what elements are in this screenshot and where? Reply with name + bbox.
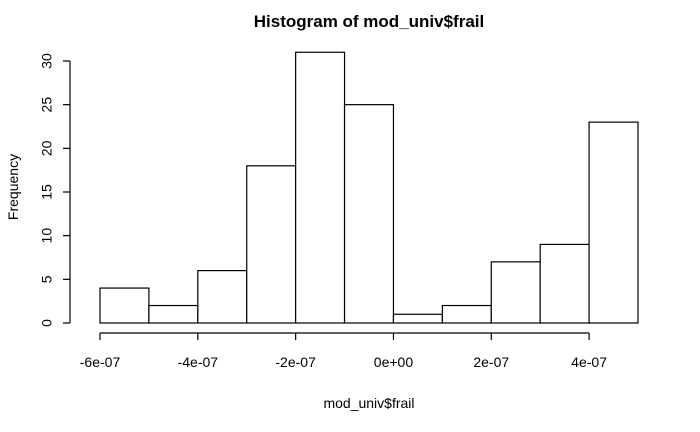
x-tick-label: -4e-07 (178, 354, 219, 370)
x-tick-label: -6e-07 (80, 354, 121, 370)
histogram-bar-2 (148, 304, 199, 324)
histogram-bar-9 (490, 261, 541, 324)
x-axis: -6e-07 -4e-07 -2e-07 0e+00 2e-07 4e-07 (80, 332, 607, 370)
histogram-bar-6 (343, 104, 395, 324)
x-tick-label: 2e-07 (473, 354, 509, 370)
y-tick-label: 0 (39, 319, 55, 327)
histogram-bar-7 (392, 313, 443, 324)
histogram-bar-5 (295, 51, 346, 324)
y-tick-label: 5 (39, 275, 55, 283)
histogram-bar-4 (246, 165, 297, 324)
histogram-bar-11 (588, 121, 639, 324)
x-tick-label: 4e-07 (571, 354, 607, 370)
y-tick-label: 20 (39, 140, 55, 156)
x-axis-label: mod_univ$frail (323, 395, 414, 411)
y-axis-label: Frequency (5, 154, 21, 220)
histogram-bar-10 (539, 243, 590, 324)
bars-group (99, 51, 639, 324)
y-tick-label: 30 (39, 53, 55, 69)
histogram-bar-1 (99, 287, 150, 324)
y-tick-label: 10 (39, 228, 55, 244)
y-axis: 0 5 10 15 20 25 30 (39, 53, 71, 327)
y-tick-label: 15 (39, 184, 55, 200)
chart-title: Histogram of mod_univ$frail (254, 12, 484, 31)
x-tick-label: 0e+00 (374, 354, 414, 370)
y-tick-label: 25 (39, 97, 55, 113)
x-tick-label: -2e-07 (275, 354, 316, 370)
histogram-bar-3 (197, 270, 248, 324)
histogram-bar-8 (441, 304, 492, 324)
